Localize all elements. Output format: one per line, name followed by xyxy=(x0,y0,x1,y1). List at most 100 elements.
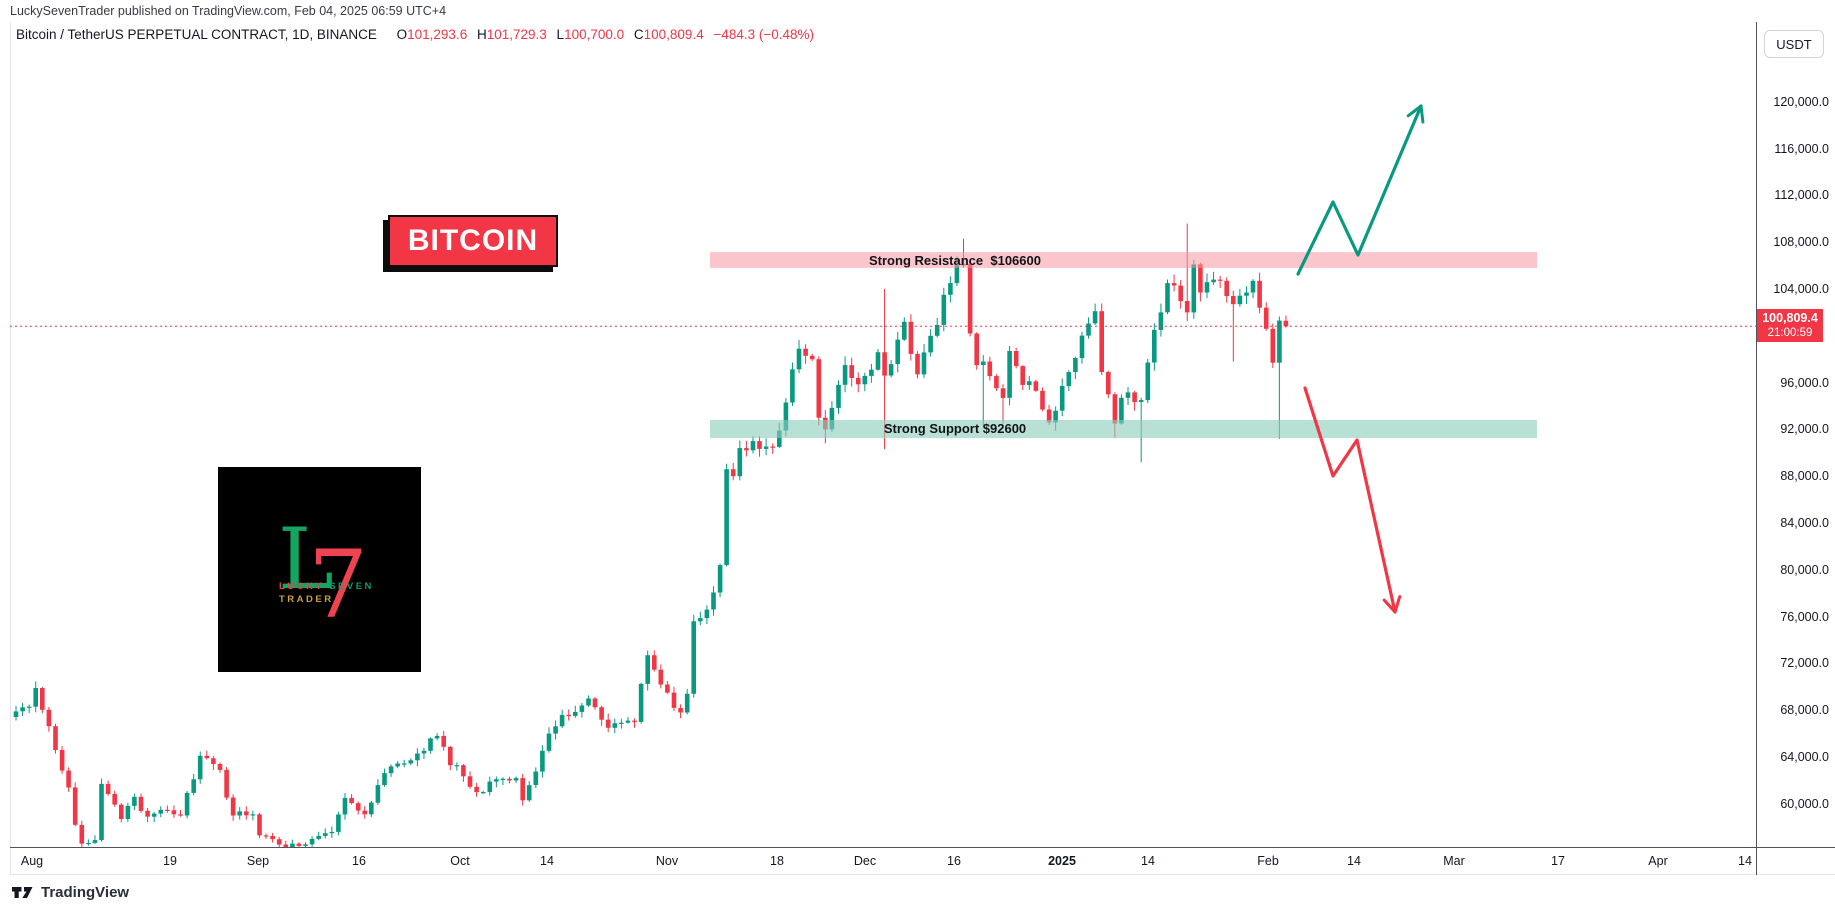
price-tick-label: 76,000.0 xyxy=(1780,610,1829,624)
candle-body xyxy=(20,707,25,712)
time-tick-label: Mar xyxy=(1443,854,1465,868)
price-tick-label: 92,000.0 xyxy=(1780,422,1829,436)
candle-body xyxy=(730,469,736,477)
candle-body xyxy=(401,763,407,765)
candle-body xyxy=(171,810,177,815)
candle-body xyxy=(671,692,677,708)
time-tick-label: Aug xyxy=(20,854,44,868)
candle-body xyxy=(507,778,512,781)
time-tick-label: Apr xyxy=(1648,854,1668,868)
footer-attribution[interactable]: TradingView xyxy=(12,884,129,901)
currency-toggle-button[interactable]: USDT xyxy=(1764,30,1824,58)
price-axis[interactable]: USDT 120,000.0 116,000.0 112,000.0 108,000.… xyxy=(1757,22,1835,847)
low-label: L xyxy=(556,27,565,42)
candle-body xyxy=(1231,296,1236,305)
support-zone xyxy=(710,420,1537,439)
price-tick-label: 68,000.0 xyxy=(1780,703,1829,717)
close-value: 100,809.4 xyxy=(643,27,704,42)
candle-body xyxy=(1059,386,1065,411)
candle-body xyxy=(86,842,91,845)
candle-body xyxy=(954,265,960,284)
candle-body xyxy=(717,565,723,593)
candle-body xyxy=(704,609,710,619)
candle-body xyxy=(1165,283,1170,313)
candle-body xyxy=(230,797,236,816)
candle-body xyxy=(276,839,282,845)
candle-body xyxy=(388,766,394,774)
resistance-zone-label: Strong Resistance $106600 xyxy=(869,253,1041,268)
candle-body xyxy=(1244,292,1249,296)
publish-attribution: LuckySevenTrader published on TradingVie… xyxy=(10,4,447,18)
high-label: H xyxy=(476,27,487,42)
candle-body xyxy=(1033,381,1039,391)
candle-body xyxy=(842,365,848,385)
time-tick-label: 17 xyxy=(1551,854,1565,868)
candle-body xyxy=(599,707,604,720)
candle-body xyxy=(461,765,466,777)
candle-body xyxy=(1283,320,1289,327)
candle-body xyxy=(816,359,822,418)
high-value: 101,729.3 xyxy=(486,27,547,42)
candle-body xyxy=(1217,279,1223,281)
candle-body xyxy=(908,321,914,354)
candle-body xyxy=(66,770,71,788)
candle-body xyxy=(829,407,835,430)
candle-body xyxy=(652,655,657,670)
candle-body xyxy=(99,783,104,841)
candle-body xyxy=(1066,372,1072,387)
candle-body xyxy=(994,376,999,389)
time-tick-label: Feb xyxy=(1257,854,1279,868)
candle-body xyxy=(244,811,249,816)
candle-body xyxy=(349,797,354,804)
candle-body xyxy=(415,753,420,761)
bullish-projection-arrow xyxy=(1296,104,1425,276)
candle-body xyxy=(875,352,881,370)
candle-body xyxy=(204,755,210,759)
time-axis[interactable]: Aug 19 Sep 16 Oct 14 Nov 18 Dec 16 2025 14 Feb 14 Mar 1… xyxy=(10,848,1756,874)
candle-body xyxy=(119,804,124,819)
candle-body xyxy=(625,720,631,723)
candle-body xyxy=(934,324,940,336)
time-tick-label: 14 xyxy=(540,854,554,868)
time-axis-border xyxy=(10,847,1835,848)
price-tick-label: 120,000.0 xyxy=(1773,95,1829,109)
price-tick-label: 84,000.0 xyxy=(1780,516,1829,530)
candle-body xyxy=(303,844,308,846)
time-tick-label: Dec xyxy=(853,854,877,868)
candle-body xyxy=(974,333,979,366)
candle-body xyxy=(566,714,571,717)
time-tick-label: 2025 xyxy=(1048,854,1076,868)
candle-body xyxy=(467,776,473,787)
candle-body xyxy=(316,835,321,839)
zones-layer xyxy=(710,252,1537,439)
candle-body xyxy=(355,803,361,811)
candle-body xyxy=(428,738,433,751)
candle-body xyxy=(1270,328,1276,363)
candle-body xyxy=(981,361,986,365)
candle-body xyxy=(546,733,552,751)
candle-body xyxy=(698,618,703,622)
candle-body xyxy=(526,785,532,801)
logo-wordmark-line1: LUCKY SEVEN xyxy=(279,581,374,592)
candle-body xyxy=(421,750,427,754)
candle-body xyxy=(441,735,446,747)
candle-body xyxy=(1191,264,1197,313)
candle-body xyxy=(112,794,117,805)
candle-body xyxy=(250,814,256,816)
candle-body xyxy=(941,294,947,325)
candle-body xyxy=(1184,301,1190,313)
candle-body xyxy=(665,684,670,693)
candle-body xyxy=(763,446,769,449)
tradingview-brand-text: TradingView xyxy=(41,884,130,901)
bitcoin-title-badge: BITCOIN xyxy=(388,215,558,267)
time-tick-label: Nov xyxy=(655,854,679,868)
candlestick-plot[interactable] xyxy=(0,0,1756,847)
candle-body xyxy=(290,843,295,847)
candle-body xyxy=(921,352,927,375)
last-price-value: 100,809.4 xyxy=(1762,311,1818,325)
candle-body xyxy=(684,693,690,713)
candle-body xyxy=(1158,312,1164,330)
candle-body xyxy=(480,792,486,794)
candle-body xyxy=(882,352,887,376)
candle-body xyxy=(105,783,111,794)
